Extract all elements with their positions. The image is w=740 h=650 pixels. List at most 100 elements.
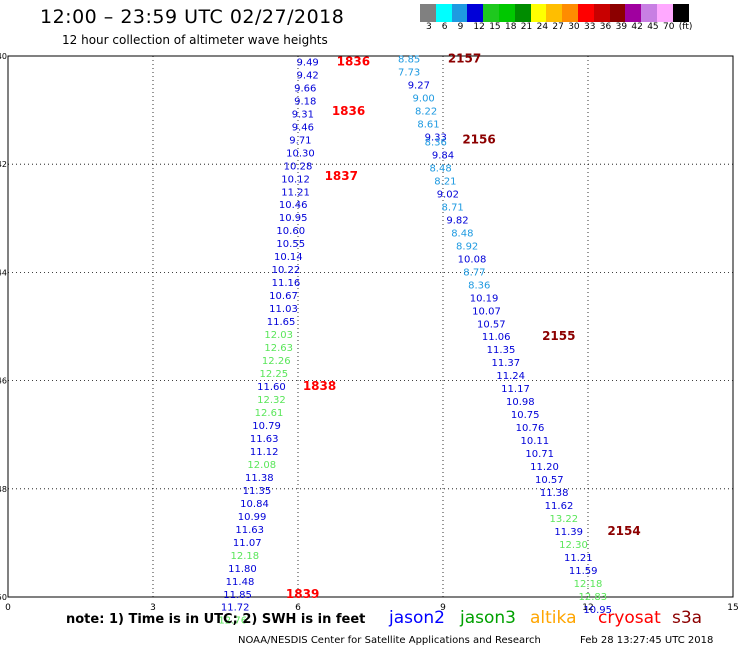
swh-data-label: 9.33 [425,133,447,144]
x-tick-label: 9 [440,603,446,613]
color-swatch [451,4,468,22]
swh-data-label: 11.72 [221,603,250,614]
swh-data-label: 10.14 [274,252,303,263]
time-label: 2157 [448,52,481,66]
color-scale-label: 12 [473,22,485,32]
color-scale-label: 36 [599,22,612,32]
swh-data-label: 9.18 [294,96,316,107]
swh-data-label: 8.61 [417,120,439,131]
swh-data-label: 12.03 [264,330,293,341]
legend-jason3: jason3 [460,608,516,628]
swh-data-label: 9.82 [446,215,468,226]
color-swatch [593,4,610,22]
swh-data-label: 10.76 [516,423,545,434]
swh-data-label: 11.62 [545,501,574,512]
swh-data-label: 10.84 [240,499,269,510]
swh-data-label: 10.67 [269,291,298,302]
swh-data-label: 11.38 [245,473,274,484]
color-swatch [483,4,499,22]
swh-data-label: 10.19 [470,293,499,304]
chart-grid [8,56,733,597]
color-swatch [672,4,689,22]
chart-subtitle: 12 hour collection of altimeter wave hei… [62,33,328,47]
legend-cryosat: cryosat [598,608,661,628]
footer-timestamp: Feb 28 13:27:45 UTC 2018 [580,635,714,646]
chart-title: 12:00 – 23:59 UTC 02/27/2018 [40,6,345,28]
swh-data-label: 9.46 [292,122,314,133]
color-swatch [656,4,673,22]
swh-data-label: 10.08 [458,254,487,265]
swh-data-label: 11.63 [235,525,264,536]
time-label: 2154 [607,524,640,538]
color-scale-label: 3 [426,22,432,32]
swh-data-label: 11.17 [501,384,530,395]
color-scale-label: 33 [584,22,596,32]
swh-data-label: 13.22 [550,514,579,525]
swh-data-label: 11.12 [250,447,279,458]
swh-data-label: 8.36 [425,137,447,148]
color-scale-label: 45 [647,22,659,32]
color-scale-label: 30 [568,22,580,32]
swh-data-label: 10.57 [535,475,564,486]
swh-data-label: 9.27 [408,81,430,92]
color-scale-label: (ft) [678,22,693,32]
time-label: 1838 [303,379,336,393]
swh-data-label: 8.77 [463,267,485,278]
legend-note: note: 1) Time is in UTC; 2) SWH is in fe… [66,612,366,627]
color-scale-label: 39 [615,22,628,32]
y-tick-label: -42 [0,160,7,169]
swh-data-label: 8.36 [468,280,490,291]
swh-data-label: 7.73 [398,68,420,79]
swh-data-label: 9.31 [292,109,314,120]
color-swatch [546,4,563,22]
swh-data-label: 9.00 [413,94,435,105]
color-swatch [435,4,452,22]
color-swatch [577,4,594,22]
swh-data-label: 12.26 [262,356,291,367]
x-tick-label: 6 [295,603,301,613]
time-label: 2156 [462,132,495,146]
swh-data-label: 10.28 [284,161,313,172]
color-scale-label: 42 [631,22,643,32]
swh-data-label: 11.21 [564,553,593,564]
swh-data-label: 11.24 [496,371,525,382]
swh-data-label: 11.39 [554,527,583,538]
swh-data-label: 10.46 [279,200,308,211]
swh-data-label: 9.49 [297,57,319,68]
swh-data-label: 11.38 [540,488,569,499]
color-scale-bar [420,4,689,22]
x-tick-label: 3 [150,603,156,613]
color-scale-label: 6 [441,22,448,32]
time-label: 2155 [542,329,575,343]
swh-data-label: 10.07 [472,306,501,317]
swh-data-label: 11.21 [281,187,310,198]
swh-data-label: 12.25 [260,369,289,380]
color-scale-label: 27 [552,22,564,32]
legend-s3a: s3a [672,608,703,628]
swh-data-label: 9.66 [294,83,316,94]
swh-data-label: 10.95 [583,605,612,616]
swh-data-label: 11.03 [269,304,298,315]
time-label: 1839 [286,587,319,601]
color-scale-label: 18 [505,22,517,32]
plot-frame [7,55,734,598]
swh-data-label: 9.84 [432,150,454,161]
swh-data-label: 10.79 [252,421,281,432]
chart-marks: 9.49 9.42 9.66 9.18 9.31 9.46 9.71 10.30 10.28 10… [218,52,640,627]
swh-data-label: 8.48 [429,163,451,174]
y-tick-label: -40 [0,52,7,61]
color-swatch [467,4,484,22]
swh-data-label: 12.32 [257,395,286,406]
swh-data-label: 9.71 [289,135,311,146]
swh-data-label: 8.21 [434,176,456,187]
color-scale-label: 15 [489,22,501,32]
color-swatch [625,4,642,22]
swh-data-label: 12.76 [218,616,247,627]
color-swatch [420,4,436,22]
swh-data-label: 11.60 [257,382,286,393]
chart-axes: 0 3 6 9 12 15 -40 -42 -44 -46 -48 -50 [0,52,739,613]
swh-data-label: 11.20 [530,462,559,473]
swh-data-label: 10.12 [281,174,310,185]
color-swatch [609,4,626,22]
